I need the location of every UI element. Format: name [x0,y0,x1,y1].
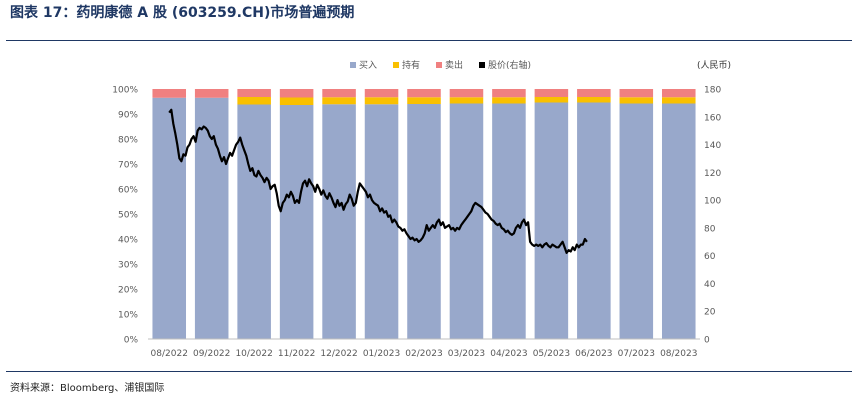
stacked-bar-price-chart: 买入 持有 卖出 股价(右轴) (人民币) 0% 10% 20% 30% 40% 50% 60% 7… [112,59,731,359]
right-tick-label: 120 [704,169,721,179]
legend-swatch [350,62,356,68]
x-tick-label: 11/2022 [278,349,315,359]
bar-segment-持有 [407,97,441,104]
left-tick-label: 70% [118,161,138,171]
right-tick-label: 100 [704,197,721,207]
chart-legend: 买入 持有 卖出 股价(右轴) [350,59,531,71]
bar-segment-持有 [237,97,271,105]
bar-segment-买入 [661,103,696,339]
right-tick-label: 40 [704,280,716,290]
left-tick-label: 10% [118,311,138,321]
x-tick-label: 05/2023 [533,349,570,359]
left-tick-label: 90% [118,111,138,121]
x-tick-label: 06/2023 [575,349,612,359]
bar-segment-持有 [619,97,654,104]
bar-segment-买入 [322,104,356,339]
figure-title: 图表 17：药明康德 A 股 (603259.CH)市场普遍预期 [10,5,355,21]
right-axis-unit-label: (人民币) [697,60,731,71]
bar-segment-卖出 [152,89,187,98]
bar-segment-持有 [279,97,314,105]
price-line [168,108,588,254]
bar-segment-卖出 [364,89,399,98]
right-tick-label: 140 [704,141,721,151]
bar-segment-卖出 [237,89,271,97]
bar-segment-卖出 [492,89,526,98]
right-tick-label: 20 [704,308,716,318]
bar-segment-买入 [449,103,484,339]
x-axis-ticks: 08/2022 09/2022 10/2022 11/2022 12/2022 01/20… [151,349,698,359]
left-tick-label: 30% [118,261,138,271]
left-axis-ticks: 0% 10% 20% 30% 40% 50% 60% 70% 80% 90% 100% [112,86,138,346]
x-tick-label: 02/2023 [405,349,442,359]
right-tick-label: 80 [704,224,716,234]
legend-label: 买入 [359,60,377,71]
x-tick-label: 07/2023 [618,349,655,359]
right-tick-label: 160 [704,113,721,123]
title-divider [6,40,852,41]
left-tick-label: 100% [112,86,138,96]
left-tick-label: 0% [124,336,139,346]
x-tick-label: 04/2023 [490,349,527,359]
bar-segment-买入 [492,103,526,339]
bar-segment-卖出 [449,89,484,98]
bar-segment-卖出 [534,89,569,97]
legend-swatch [436,62,442,68]
bar-segment-卖出 [279,89,314,98]
bar-segment-卖出 [407,89,441,98]
bar-segment-买入 [619,103,654,339]
x-tick-label: 08/2023 [660,349,697,359]
bar-segment-持有 [534,97,569,103]
legend-label: 卖出 [445,59,463,71]
bar-segment-持有 [449,97,484,104]
bar-segment-持有 [364,97,399,105]
legend-label: 股价(右轴) [488,59,531,71]
bar-segment-买入 [577,102,611,339]
bar-segment-持有 [661,97,696,104]
bar-segment-持有 [322,97,356,105]
left-tick-label: 20% [118,286,138,296]
right-axis-ticks: 0 20 40 60 80 100 120 140 160 180 [704,86,721,346]
right-tick-label: 0 [704,336,710,346]
x-tick-label: 08/2022 [151,349,188,359]
bar-segment-卖出 [194,89,229,98]
bar-segment-买入 [407,104,441,339]
bar-segment-买入 [152,97,187,339]
footer-divider [6,371,852,372]
right-tick-label: 60 [704,252,716,262]
bar-segment-买入 [534,102,569,339]
bar-segment-卖出 [661,89,696,98]
legend-swatch [479,62,485,68]
bar-segment-卖出 [619,89,654,98]
x-tick-label: 01/2023 [363,349,400,359]
x-tick-label: 09/2022 [193,349,230,359]
bars [152,89,696,339]
bar-segment-持有 [577,97,611,103]
legend-label: 持有 [402,59,420,71]
x-tick-label: 03/2023 [448,349,485,359]
bar-segment-买入 [279,105,314,339]
left-tick-label: 50% [118,211,138,221]
bar-segment-买入 [237,104,271,339]
bar-segment-买入 [194,97,229,339]
bar-segment-持有 [492,97,526,104]
bar-segment-卖出 [577,89,611,97]
left-tick-label: 40% [118,236,138,246]
right-tick-label: 180 [704,86,721,96]
source-note: 资料来源：Bloomberg、浦银国际 [10,383,165,394]
left-tick-label: 80% [118,136,138,146]
left-tick-label: 60% [118,186,138,196]
legend-swatch [393,62,399,68]
bar-segment-卖出 [322,89,356,98]
x-tick-label: 10/2022 [235,349,272,359]
x-tick-label: 12/2022 [320,349,357,359]
